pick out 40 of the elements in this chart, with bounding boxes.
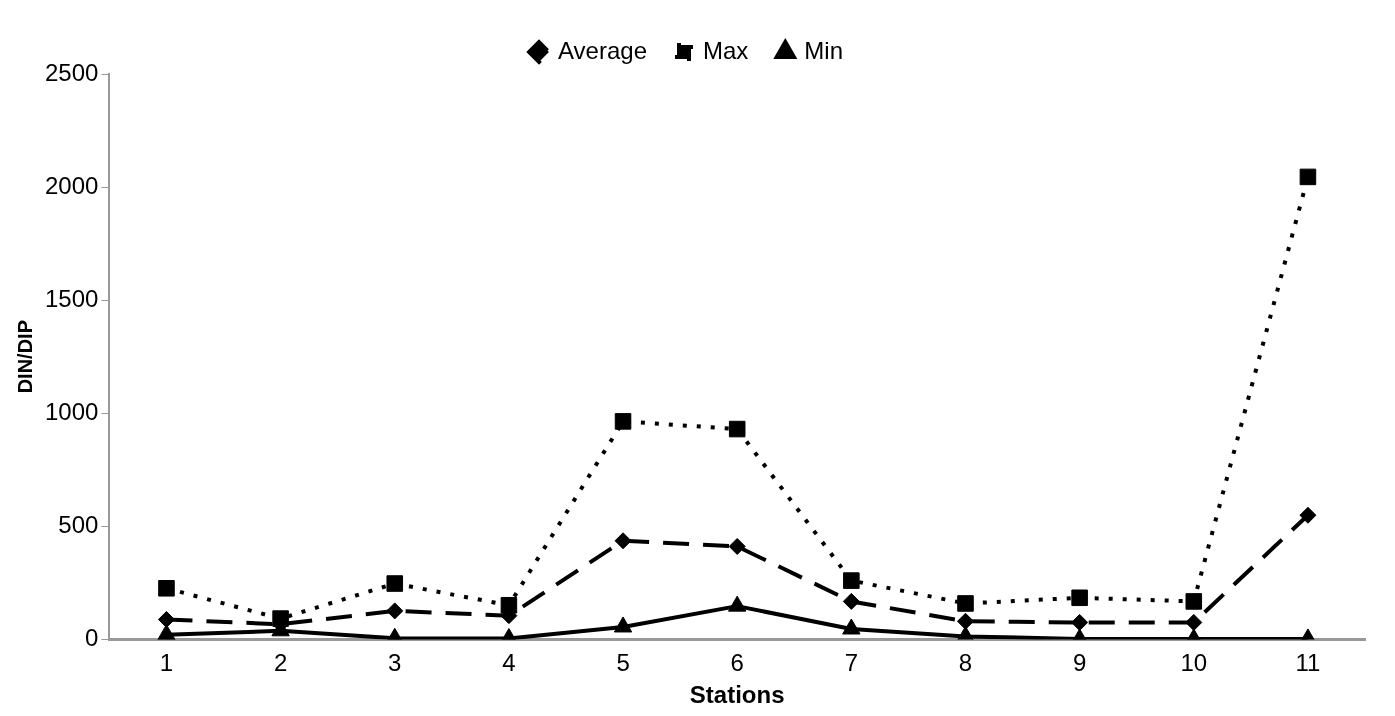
y-tick-label: 2500 <box>45 58 99 86</box>
point <box>614 413 632 430</box>
legend-label: Average <box>558 36 647 64</box>
x-tick-label: 6 <box>730 649 744 677</box>
x-tick-label: 5 <box>616 649 630 677</box>
point <box>956 612 974 630</box>
x-tick-label: 2 <box>273 649 288 677</box>
point <box>158 580 175 597</box>
point <box>386 602 404 620</box>
legend-label: Max <box>702 36 749 64</box>
x-tick-label: 8 <box>958 649 973 677</box>
point <box>843 572 860 589</box>
y-tick-label: 1000 <box>45 397 99 425</box>
y-tick-label: 1500 <box>45 284 99 312</box>
x-tick-label: 7 <box>844 649 859 677</box>
point <box>157 611 175 628</box>
point <box>728 537 746 555</box>
point <box>614 532 632 550</box>
x-tick-label: 9 <box>1072 649 1087 677</box>
y-tick-label: 500 <box>58 510 99 538</box>
x-tick-label: 4 <box>502 649 516 677</box>
point <box>1299 506 1317 524</box>
point <box>1185 593 1203 610</box>
point <box>1299 168 1317 186</box>
point <box>386 575 404 592</box>
y-tick-label: 0 <box>85 624 99 652</box>
x-tick-label: 10 <box>1180 649 1208 677</box>
point <box>1071 613 1089 631</box>
point <box>728 420 746 438</box>
x-tick-label: 3 <box>388 649 402 677</box>
x-tick-label: 11 <box>1295 649 1321 677</box>
x-tick-label: 1 <box>159 649 174 677</box>
point <box>842 592 860 610</box>
legend-label: Min <box>804 36 843 64</box>
x-axis-title: Stations <box>689 681 785 709</box>
point <box>1185 613 1203 631</box>
point <box>1071 589 1088 607</box>
y-tick-label: 2000 <box>45 171 99 199</box>
point <box>957 595 974 612</box>
y-axis-title: DIN/DIP <box>13 320 36 394</box>
